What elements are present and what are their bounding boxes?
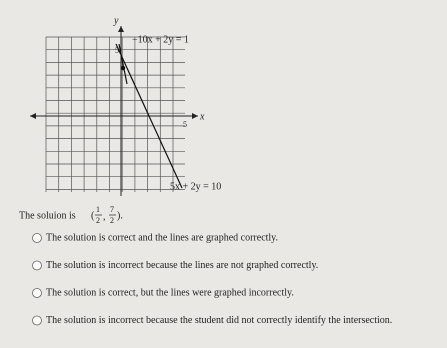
line-2 <box>115 43 183 189</box>
fraction-den: 2 <box>96 216 100 225</box>
fraction-num: 7 <box>110 205 114 214</box>
line-1 <box>118 43 128 85</box>
x-axis-arrow-right <box>192 113 198 119</box>
paren: ( <box>91 210 95 221</box>
paren: ). <box>117 210 123 221</box>
x-axis-label: x <box>199 111 205 122</box>
option-text[interactable]: The solution is correct and the lines ar… <box>46 232 278 243</box>
line-1-label: −10x + 2y = 1 <box>132 34 189 45</box>
x-axis-arrow-left <box>30 113 36 119</box>
option-text[interactable]: The solution is incorrect because the st… <box>46 315 392 326</box>
option-text[interactable]: The solution is correct, but the lines w… <box>46 287 294 298</box>
option-text[interactable]: The solution is incorrect because the li… <box>46 260 318 271</box>
options: The solution is correct and the lines ar… <box>32 232 392 326</box>
y-tick-label: 5 <box>115 46 119 55</box>
line-2-label: 5x + 2y = 10 <box>170 181 221 192</box>
radio-button[interactable] <box>32 233 42 243</box>
graph-grid <box>45 36 185 192</box>
x-tick-label: 5 <box>183 120 187 129</box>
radio-button[interactable] <box>32 288 42 298</box>
intersection-point <box>120 65 126 71</box>
solution-prefix: The soluion is <box>19 210 76 221</box>
y-axis-arrow <box>118 26 124 32</box>
radio-button[interactable] <box>32 315 42 326</box>
y-axis-label: y <box>113 15 119 26</box>
separator: , <box>103 211 106 222</box>
fraction-den: 2 <box>110 216 114 225</box>
fraction-num: 1 <box>96 205 100 214</box>
radio-button[interactable] <box>32 260 42 271</box>
